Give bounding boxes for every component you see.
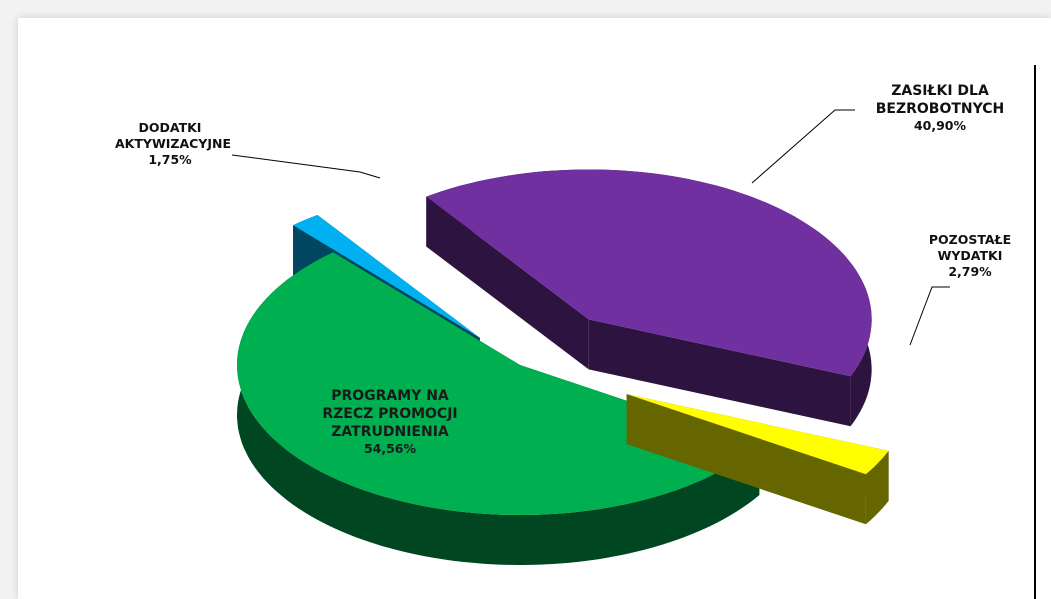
slice-side bbox=[626, 394, 866, 525]
slice-side bbox=[426, 196, 589, 370]
label: ZASIŁKI DLA BEZROBOTNYCH 40,90% bbox=[875, 83, 1005, 133]
slice bbox=[426, 169, 872, 377]
label: PROGRAMY NA RZECZ PROMOCJI ZATRUDNIENIA 5… bbox=[322, 388, 458, 456]
slice bbox=[293, 215, 480, 338]
slice bbox=[626, 394, 889, 475]
slice-wall bbox=[865, 450, 889, 525]
slice bbox=[626, 394, 889, 525]
label: POZOSTAŁE WYDATKI 2,79% bbox=[928, 232, 1012, 279]
leader-lines bbox=[231, 109, 950, 346]
slice-side bbox=[588, 319, 851, 427]
slice bbox=[426, 169, 872, 427]
slice bbox=[237, 252, 760, 516]
label: DODATKI AKTYWIZACYJNE 1,75% bbox=[115, 120, 231, 167]
